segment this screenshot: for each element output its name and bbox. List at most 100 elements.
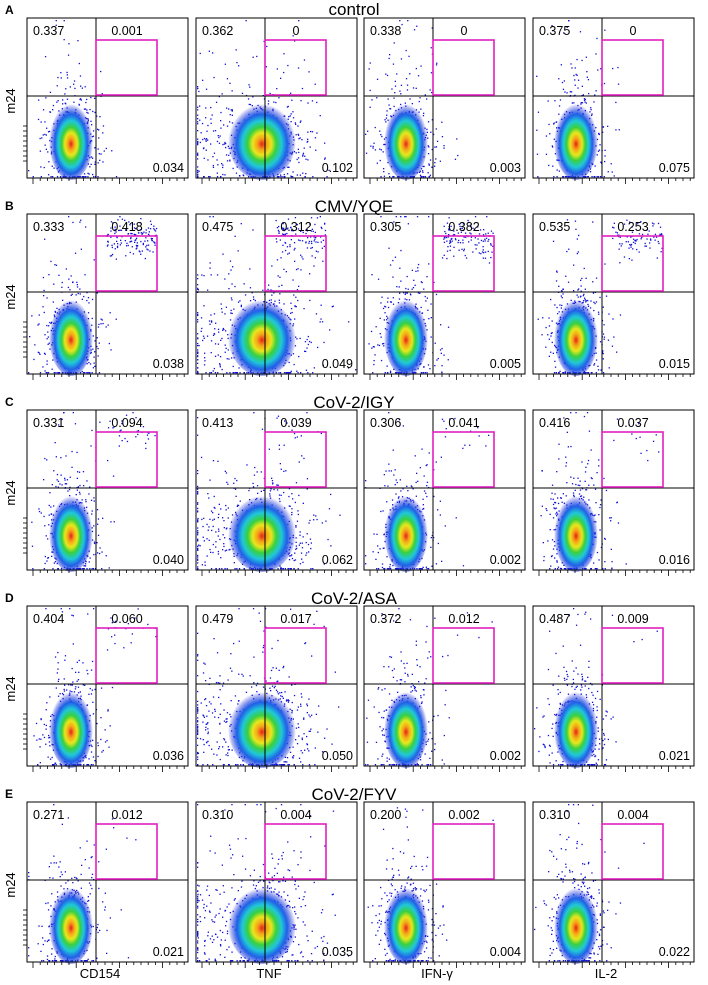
event-dot [478,242,480,244]
event-dot [387,98,389,100]
event-dot [226,481,228,483]
event-dot [308,71,310,73]
event-dot [424,94,426,96]
event-dot [368,343,370,345]
event-dot [453,234,456,236]
event-dot [51,555,53,557]
event-dot [225,146,227,149]
event-dot [145,447,147,450]
event-dot [461,248,463,250]
event-dot [127,244,129,247]
event-dot [56,562,58,565]
event-dot [595,90,597,92]
event-dot [205,117,207,119]
event-dot [648,230,650,232]
event-dot [612,226,614,228]
event-dot [484,257,487,259]
event-dot [301,87,304,90]
event-dot [197,359,199,361]
event-dot [374,126,376,129]
event-dot [287,105,289,108]
event-dot [147,233,150,235]
event-dot [47,557,50,559]
event-dot [210,118,212,120]
event-dot [290,113,292,115]
event-dot [433,133,435,136]
event-dot [585,102,587,104]
event-dot [76,281,78,283]
event-dot [458,239,460,242]
event-dot [290,568,292,570]
event-dot [405,49,407,52]
event-dot [225,306,227,308]
event-dot [632,241,635,243]
event-dot [85,499,87,501]
event-dot [226,568,228,570]
event-dot [49,91,52,93]
event-dot [229,319,232,321]
event-dot [197,321,199,323]
event-dot [620,245,622,247]
event-dot [210,320,213,322]
event-dot [661,247,663,249]
event-dot [69,486,71,488]
event-dot [573,264,575,266]
event-dot [241,92,244,94]
event-dot [88,173,90,175]
event-dot [447,246,449,248]
event-dot [232,365,234,368]
event-dot [88,361,90,364]
event-dot [288,166,290,168]
event-dot [197,284,199,286]
event-dot [593,301,595,303]
event-dot [455,517,457,519]
gate-box [95,39,158,96]
event-dot [42,366,44,368]
event-dot [593,176,595,178]
event-dot [115,318,117,320]
event-dot [97,518,100,520]
event-dot [551,332,553,334]
event-dot [368,68,370,70]
event-dot [79,493,81,495]
event-dot [49,348,51,350]
event-dot [595,277,598,279]
event-dot [120,229,123,231]
event-dot [82,176,85,178]
event-dot [210,510,213,512]
event-dot [553,176,555,178]
event-dot [94,147,96,149]
event-dot [296,338,298,340]
event-dot [323,563,325,565]
event-dot [215,541,217,543]
x-axis-ticks [538,374,691,380]
event-dot [87,297,90,299]
event-dot [220,176,222,178]
event-dot [58,372,60,374]
event-dot [441,347,443,350]
event-dot [240,223,242,225]
event-dot [114,229,116,232]
event-dots [31,412,156,570]
event-dot [208,526,210,528]
event-dot [307,138,309,140]
event-dot [536,153,539,155]
event-dot [283,229,285,232]
event-dot [222,534,224,536]
event-dot [290,92,292,94]
event-dot [91,317,93,320]
event-dot [107,240,109,242]
event-dot [379,159,381,162]
event-dot [197,491,199,493]
event-dot [143,231,145,233]
event-dot [113,243,115,245]
event-dot [222,517,224,519]
event-dot [372,372,374,374]
event-dot [297,268,299,270]
density-core [554,100,598,180]
event-dot [552,352,554,354]
event-dot [96,345,98,348]
event-dot [395,372,397,374]
event-dot [61,281,63,284]
